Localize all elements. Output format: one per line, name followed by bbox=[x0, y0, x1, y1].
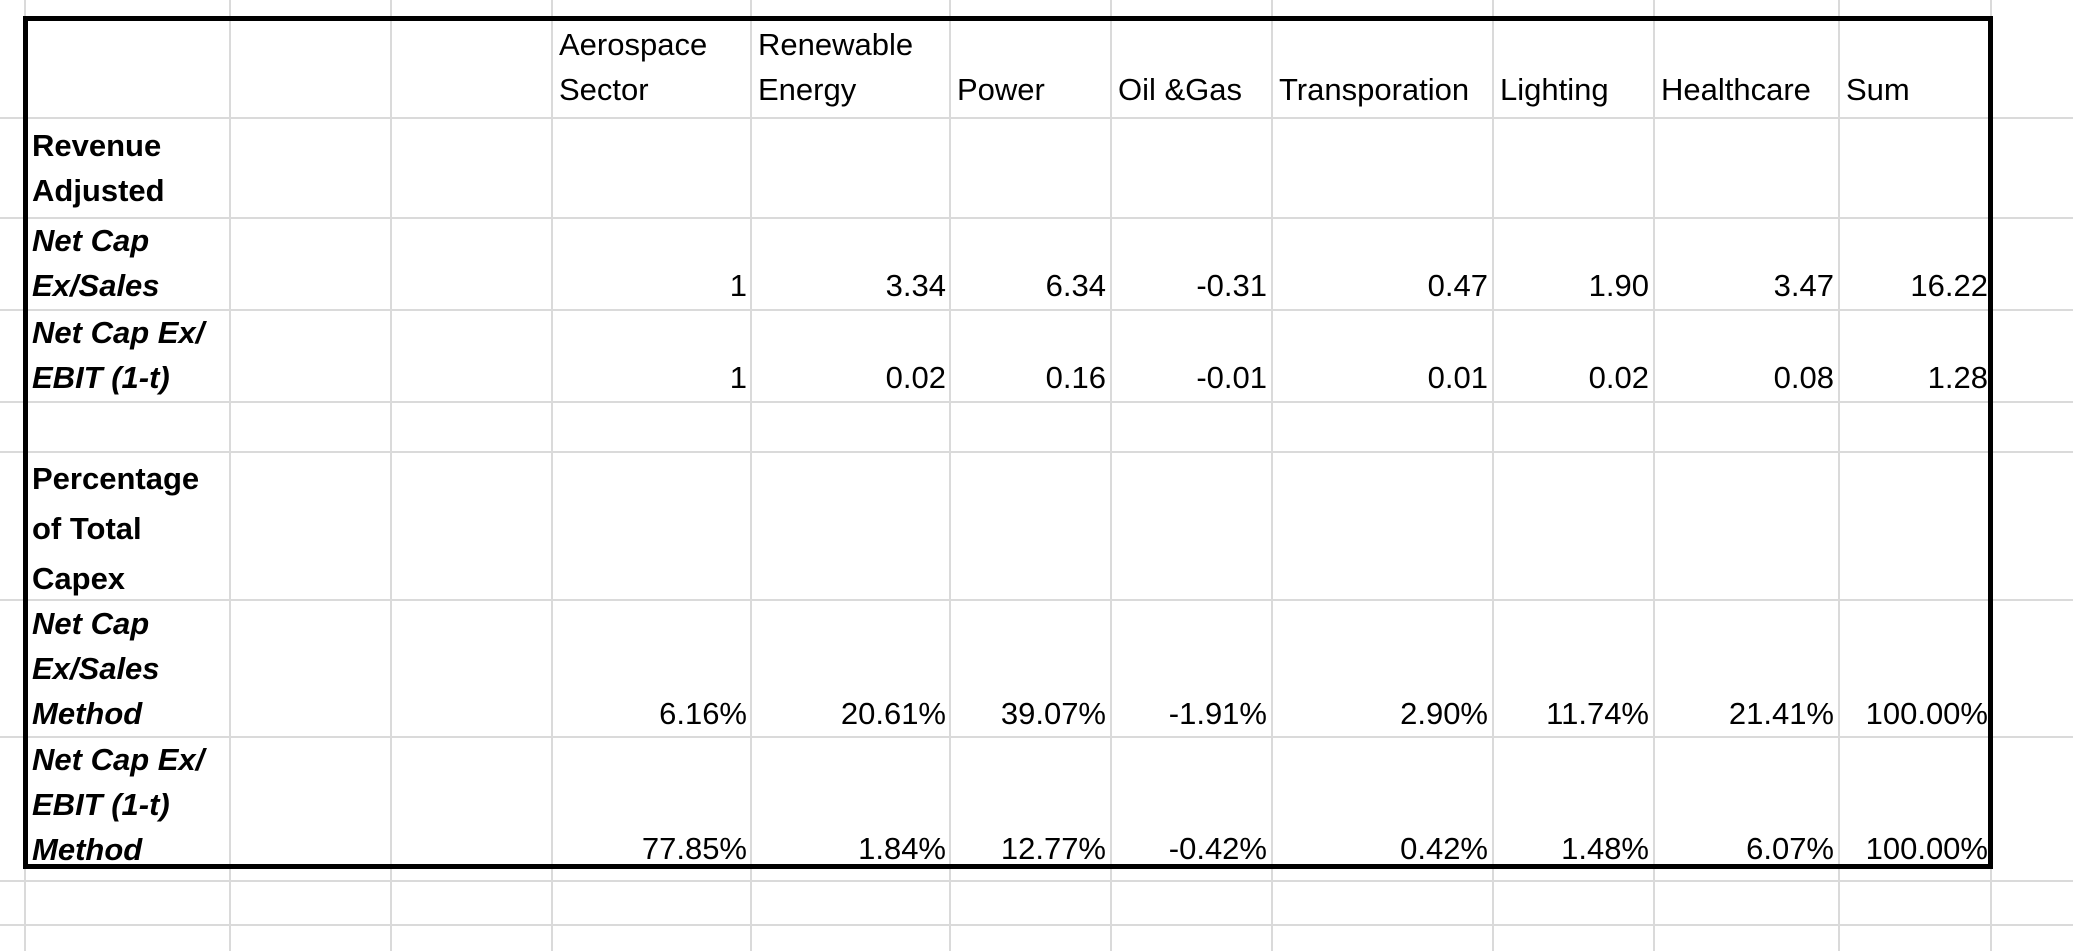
column-header-aerospace[interactable]: Aerospace Sector bbox=[559, 22, 755, 112]
column-header-line2: Sector bbox=[559, 72, 649, 107]
section-label-percentage-of-total-capex[interactable]: Percentage of Total Capex bbox=[32, 454, 232, 604]
gridline bbox=[0, 401, 2073, 403]
row-label-net-cap-ex-sales[interactable]: Net Cap Ex/Sales bbox=[32, 218, 232, 308]
row-label-line: EBIT (1-t) bbox=[32, 360, 170, 395]
table-outer-border bbox=[23, 16, 1993, 869]
cell-value[interactable]: 11.74% bbox=[1546, 696, 1649, 731]
cell-value[interactable]: 1.84% bbox=[858, 831, 946, 866]
cell-value[interactable]: -0.31 bbox=[1196, 268, 1267, 303]
cell-value[interactable]: 1 bbox=[729, 360, 747, 395]
cell-value[interactable]: 77.85% bbox=[641, 831, 747, 866]
cell-value[interactable]: -0.42% bbox=[1168, 831, 1267, 866]
column-header-line2: Energy bbox=[758, 72, 857, 107]
row-label-net-cap-ex-ebit[interactable]: Net Cap Ex/ EBIT (1-t) bbox=[32, 310, 232, 400]
gridline bbox=[0, 924, 2073, 926]
cell-value[interactable]: 20.61% bbox=[840, 696, 946, 731]
cell-value[interactable]: 39.07% bbox=[1000, 696, 1106, 731]
row-label-line: Ex/Sales bbox=[32, 651, 160, 686]
section-label-line: Revenue bbox=[32, 128, 162, 163]
cell-value[interactable]: 0.42% bbox=[1400, 831, 1488, 866]
section-label-line: of Total bbox=[32, 511, 142, 546]
gridline bbox=[0, 880, 2073, 882]
gridline bbox=[0, 117, 2073, 119]
cell-value[interactable]: 6.07% bbox=[1746, 831, 1834, 866]
gridline bbox=[551, 0, 553, 951]
cell-value[interactable]: 1.28 bbox=[1927, 360, 1988, 395]
section-label-line: Adjusted bbox=[32, 173, 165, 208]
row-label-net-cap-ex-sales-method[interactable]: Net Cap Ex/Sales Method bbox=[32, 601, 232, 736]
cell-value[interactable]: 0.02 bbox=[1588, 360, 1649, 395]
gridline bbox=[1492, 0, 1494, 951]
cell-value[interactable]: 0.01 bbox=[1427, 360, 1488, 395]
cell-value[interactable]: 1 bbox=[729, 268, 747, 303]
cell-value[interactable]: 6.16% bbox=[659, 696, 747, 731]
section-label-line: Percentage bbox=[32, 461, 200, 496]
cell-value[interactable]: -0.01 bbox=[1196, 360, 1267, 395]
gridline bbox=[750, 0, 752, 951]
row-label-net-cap-ex-ebit-method[interactable]: Net Cap Ex/ EBIT (1-t) Method bbox=[32, 737, 232, 872]
cell-value[interactable]: 3.34 bbox=[885, 268, 946, 303]
gridline bbox=[1653, 0, 1655, 951]
cell-value[interactable]: -1.91% bbox=[1168, 696, 1267, 731]
row-label-line: Method bbox=[32, 832, 143, 867]
gridline bbox=[1271, 0, 1273, 951]
cell-value[interactable]: 0.02 bbox=[885, 360, 946, 395]
column-header-transporation[interactable]: Transporation bbox=[1279, 72, 1470, 107]
cell-value[interactable]: 12.77% bbox=[1000, 831, 1106, 866]
cell-value[interactable]: 0.47 bbox=[1427, 268, 1488, 303]
gridline bbox=[390, 0, 392, 951]
cell-value[interactable]: 21.41% bbox=[1728, 696, 1834, 731]
row-label-line: Method bbox=[32, 696, 143, 731]
gridline bbox=[1990, 0, 1992, 951]
cell-value[interactable]: 3.47 bbox=[1773, 268, 1834, 303]
column-header-sum[interactable]: Sum bbox=[1846, 72, 1910, 107]
column-header-lighting[interactable]: Lighting bbox=[1500, 72, 1609, 107]
cell-value[interactable]: 1.48% bbox=[1561, 831, 1649, 866]
section-label-line: Capex bbox=[32, 561, 126, 596]
section-label-revenue-adjusted[interactable]: Revenue Adjusted bbox=[32, 123, 232, 213]
gridline bbox=[24, 0, 26, 951]
row-label-line: Net Cap Ex/ bbox=[32, 742, 205, 777]
column-header-line1: Aerospace bbox=[559, 27, 708, 62]
column-header-healthcare[interactable]: Healthcare bbox=[1661, 72, 1811, 107]
row-label-line: Net Cap bbox=[32, 223, 150, 258]
row-label-line: Ex/Sales bbox=[32, 268, 160, 303]
gridline bbox=[0, 599, 2073, 601]
cell-value[interactable]: 0.16 bbox=[1045, 360, 1106, 395]
row-label-line: Net Cap bbox=[32, 606, 150, 641]
cell-value[interactable]: 100.00% bbox=[1865, 831, 1988, 866]
cell-value[interactable]: 2.90% bbox=[1400, 696, 1488, 731]
gridline bbox=[1838, 0, 1840, 951]
row-label-line: Net Cap Ex/ bbox=[32, 315, 205, 350]
cell-value[interactable]: 16.22 bbox=[1910, 268, 1988, 303]
gridline bbox=[0, 736, 2073, 738]
gridline bbox=[0, 451, 2073, 453]
column-header-renewable-energy[interactable]: Renewable Energy bbox=[758, 22, 954, 112]
row-label-line: EBIT (1-t) bbox=[32, 787, 170, 822]
gridline bbox=[0, 217, 2073, 219]
gridline bbox=[1110, 0, 1112, 951]
gridline bbox=[229, 0, 231, 951]
cell-value[interactable]: 100.00% bbox=[1865, 696, 1988, 731]
cell-value[interactable]: 0.08 bbox=[1773, 360, 1834, 395]
cell-value[interactable]: 1.90 bbox=[1588, 268, 1649, 303]
column-header-oil-gas[interactable]: Oil &Gas bbox=[1118, 72, 1243, 107]
gridline bbox=[949, 0, 951, 951]
gridline bbox=[0, 309, 2073, 311]
column-header-power[interactable]: Power bbox=[957, 72, 1045, 107]
column-header-line1: Renewable bbox=[758, 27, 914, 62]
cell-value[interactable]: 6.34 bbox=[1045, 268, 1106, 303]
